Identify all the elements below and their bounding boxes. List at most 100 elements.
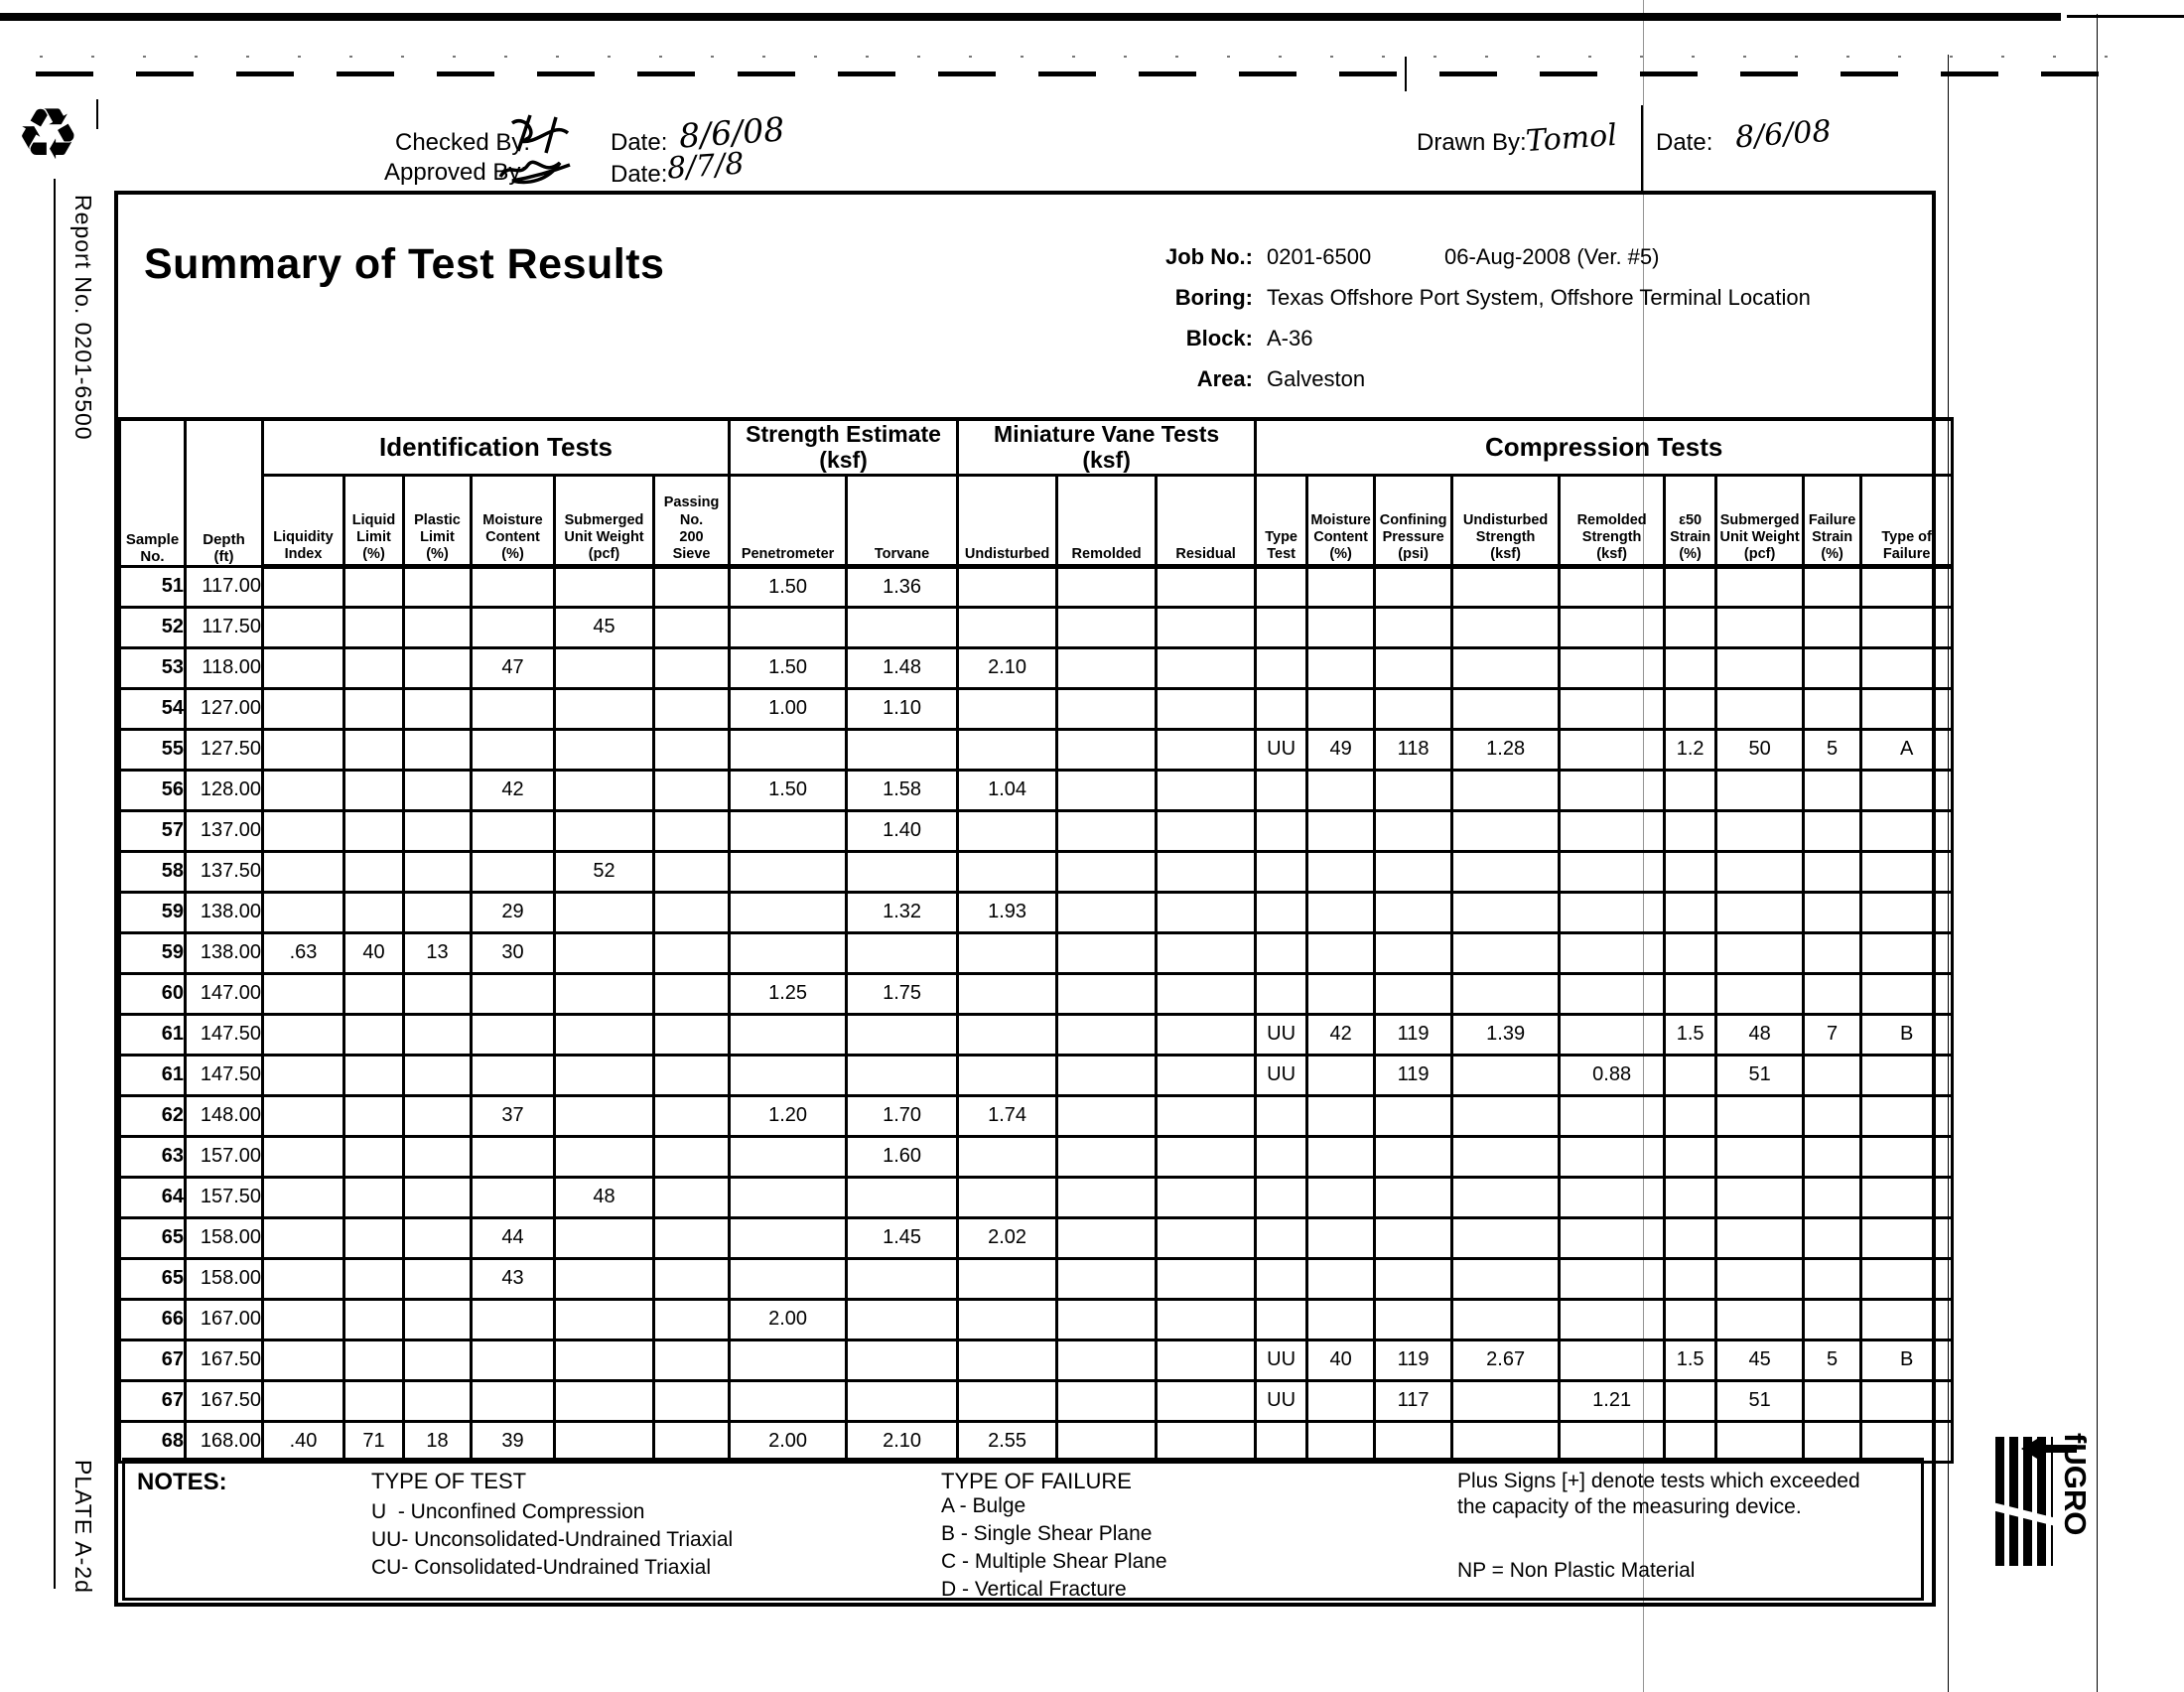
table-cell: [728, 1338, 849, 1382]
table-cell: [1714, 1134, 1806, 1179]
table-cell: 51: [118, 564, 187, 609]
table-cell: [342, 1297, 405, 1341]
table-cell: 167.00: [184, 1297, 264, 1341]
table-cell: 2.10: [956, 645, 1059, 690]
table-cell: [1155, 1215, 1258, 1260]
table-cell: [402, 808, 473, 853]
table-row: 61 147.50 UU 119 0.88 51: [118, 1053, 1955, 1097]
table-cell: [1373, 768, 1454, 812]
table-cell: 50: [1714, 727, 1806, 772]
table-cell: [470, 1297, 556, 1341]
table-cell: [1254, 890, 1309, 934]
table-cell: [553, 1012, 655, 1057]
table-cell: 65: [118, 1215, 187, 1260]
table-cell: [553, 768, 655, 812]
table-cell: [956, 849, 1059, 894]
table-cell: [1859, 1378, 1955, 1423]
table-cell: [553, 564, 655, 609]
type-of-failure-heading: TYPE OF FAILURE: [941, 1469, 1132, 1493]
table-cell: [261, 1378, 345, 1423]
job-no-label: Job No.:: [1165, 244, 1253, 269]
table-cell: [1714, 1215, 1806, 1260]
table-cell: 54: [118, 686, 187, 731]
table-cell: [553, 1297, 655, 1341]
table-cell: [1055, 645, 1159, 690]
table-cell: [1663, 645, 1718, 690]
table-cell: [1055, 1256, 1159, 1301]
table-cell: [651, 727, 732, 772]
list-item: CU- Consolidated-Undrained Triaxial: [371, 1556, 711, 1579]
table-cell: [402, 1297, 473, 1341]
table-cell: 117.50: [184, 605, 264, 649]
job-no-value: 0201-6500: [1267, 244, 1372, 269]
table-cell: [1663, 1175, 1718, 1219]
list-item: UU- Unconsolidated-Undrained Triaxial: [371, 1528, 734, 1551]
table-cell: [728, 1012, 849, 1057]
table-cell: [651, 849, 732, 894]
table-cell: [1055, 768, 1159, 812]
table-cell: 157.50: [184, 1175, 264, 1219]
table-cell: [1558, 1134, 1667, 1179]
table-cell: [1558, 1419, 1667, 1464]
scan-dash-row: [36, 71, 2139, 76]
table-cell: [261, 1297, 345, 1341]
list-item: A - Bulge: [941, 1494, 1026, 1517]
table-cell: UU: [1254, 727, 1309, 772]
table-cell: [342, 1256, 405, 1301]
table-cell: [342, 971, 405, 1016]
table-row: 51 117.00 1.50 1.36: [118, 564, 1955, 609]
table-cell: [1450, 1175, 1562, 1219]
table-cell: [1373, 1419, 1454, 1464]
table-cell: [1305, 1297, 1377, 1341]
table-cell: 44: [470, 1215, 556, 1260]
table-cell: [728, 1378, 849, 1423]
table-cell: [1305, 1419, 1377, 1464]
table-cell: 1.70: [845, 1093, 960, 1138]
table-cell: [1558, 971, 1667, 1016]
table-cell: [1373, 1256, 1454, 1301]
table-cell: [1663, 768, 1718, 812]
table-cell: [1663, 1134, 1718, 1179]
group-header-miniature-vane: Miniature Vane Tests (ksf): [956, 417, 1258, 477]
table-cell: [651, 1175, 732, 1219]
table-cell: 119: [1373, 1338, 1454, 1382]
report-frame: Summary of Test Results Job No.: 0201-65…: [114, 191, 1955, 1607]
table-cell: [1802, 849, 1863, 894]
table-row: 57 137.00 1.40: [118, 808, 1955, 853]
table-cell: [1859, 930, 1955, 975]
table-cell: 2.02: [956, 1215, 1059, 1260]
table-cell: [1155, 808, 1258, 853]
table-cell: [1155, 727, 1258, 772]
left-margin-rule: [54, 179, 56, 1589]
scan-edge-bar-right: [2067, 15, 2184, 18]
table-cell: [1055, 727, 1159, 772]
table-cell: [728, 890, 849, 934]
col-header-depth: Depth (ft): [184, 417, 264, 568]
table-cell: [1450, 930, 1562, 975]
table-cell: 1.10: [845, 686, 960, 731]
table-cell: [342, 768, 405, 812]
table-cell: [1055, 1012, 1159, 1057]
table-cell: B: [1859, 1012, 1955, 1057]
table-cell: 148.00: [184, 1093, 264, 1138]
table-cell: [1055, 1215, 1159, 1260]
table-cell: 62: [118, 1093, 187, 1138]
table-cell: 47: [470, 645, 556, 690]
table-cell: [1663, 971, 1718, 1016]
table-cell: [1155, 890, 1258, 934]
table-cell: [1714, 686, 1806, 731]
table-row: 58 137.50 52: [118, 849, 1955, 894]
table-cell: [956, 1175, 1059, 1219]
table-cell: [1663, 1419, 1718, 1464]
table-cell: [651, 645, 732, 690]
table-cell: [956, 564, 1059, 609]
table-cell: [1254, 768, 1309, 812]
fugro-logo-text: fUGRO: [2058, 1433, 2093, 1536]
table-cell: 51: [1714, 1378, 1806, 1423]
table-cell: 1.93: [956, 890, 1059, 934]
table-cell: [402, 727, 473, 772]
table-cell: 49: [1305, 727, 1377, 772]
table-cell: [261, 1053, 345, 1097]
table-cell: [956, 1338, 1059, 1382]
table-cell: [845, 849, 960, 894]
